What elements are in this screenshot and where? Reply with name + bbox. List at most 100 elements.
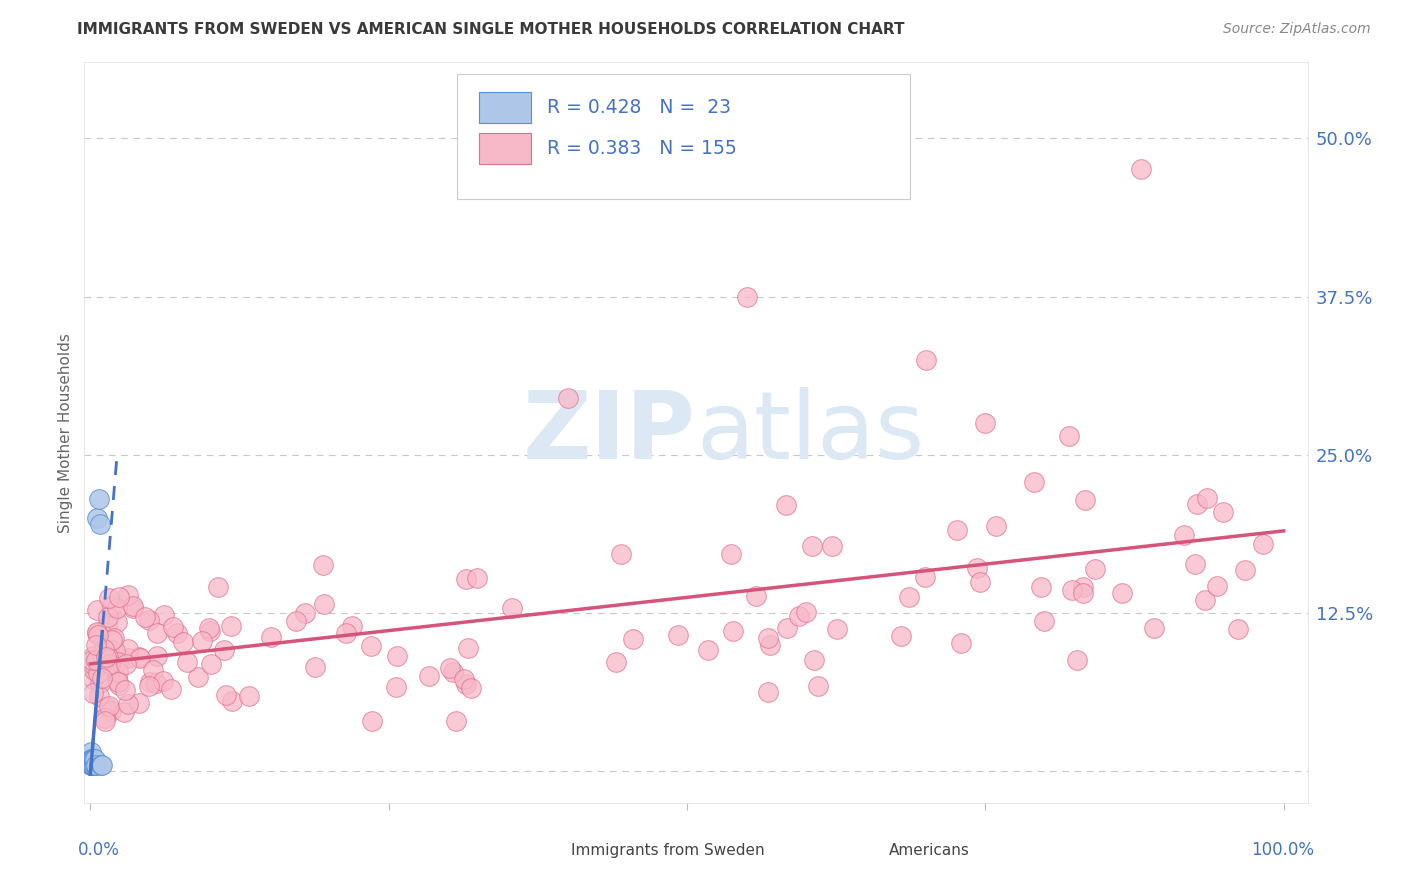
Point — [115, 657, 138, 672]
Point — [114, 683, 136, 698]
Point — [1173, 528, 1195, 542]
FancyBboxPatch shape — [479, 133, 531, 164]
Point — [335, 626, 357, 640]
Point — [187, 670, 209, 684]
Point — [460, 681, 482, 695]
Point — [825, 622, 848, 636]
Text: Source: ZipAtlas.com: Source: ZipAtlas.com — [1223, 22, 1371, 37]
Point — [914, 570, 936, 584]
Point — [557, 391, 579, 405]
Text: 0.0%: 0.0% — [79, 840, 120, 859]
Point — [145, 675, 167, 690]
Point — [1022, 475, 1045, 489]
Point — [105, 672, 128, 686]
Point — [776, 622, 799, 636]
Point — [86, 625, 108, 640]
Point — [1206, 579, 1229, 593]
Text: 100.0%: 100.0% — [1251, 840, 1313, 859]
Point — [93, 654, 115, 668]
Point — [121, 601, 143, 615]
Point — [304, 659, 326, 673]
Point — [221, 694, 243, 708]
Point — [83, 751, 105, 765]
Point — [79, 751, 101, 765]
Point — [86, 511, 108, 525]
Point — [128, 696, 150, 710]
Point — [1185, 497, 1208, 511]
Point — [101, 633, 124, 648]
Point — [172, 634, 194, 648]
Point — [117, 698, 139, 712]
Point — [84, 757, 107, 772]
Point — [97, 609, 120, 624]
Point — [93, 641, 115, 656]
Point — [759, 638, 782, 652]
Point — [441, 665, 464, 680]
Point — [107, 665, 129, 679]
Point — [1071, 581, 1094, 595]
Point — [294, 607, 316, 621]
Point — [90, 757, 112, 772]
Point — [80, 757, 103, 772]
Point — [105, 601, 128, 615]
Point — [83, 663, 105, 677]
Point — [621, 632, 644, 646]
Point — [112, 705, 135, 719]
Point — [105, 615, 128, 629]
Point — [219, 619, 242, 633]
Point — [80, 757, 103, 772]
Point — [456, 677, 478, 691]
Point — [87, 627, 110, 641]
Point — [1197, 491, 1219, 506]
Point — [82, 649, 104, 664]
Point — [284, 614, 307, 628]
Point — [91, 757, 114, 772]
Point — [721, 624, 744, 638]
Point — [80, 751, 103, 765]
Point — [84, 638, 107, 652]
FancyBboxPatch shape — [841, 840, 880, 860]
Y-axis label: Single Mother Households: Single Mother Households — [58, 333, 73, 533]
Point — [1057, 429, 1080, 443]
Point — [83, 757, 105, 772]
Point — [456, 572, 478, 586]
Point — [83, 661, 105, 675]
Point — [605, 655, 627, 669]
Point — [128, 651, 150, 665]
Point — [198, 621, 221, 635]
Point — [238, 690, 260, 704]
Point — [84, 751, 107, 765]
Point — [1212, 505, 1234, 519]
Point — [89, 689, 111, 703]
Text: atlas: atlas — [696, 386, 924, 479]
Point — [117, 642, 139, 657]
Point — [1233, 563, 1256, 577]
Point — [807, 679, 830, 693]
Point — [94, 644, 117, 658]
Point — [974, 416, 997, 430]
Point — [914, 352, 936, 367]
Point — [1129, 161, 1152, 176]
Point — [87, 491, 110, 506]
Point — [101, 599, 124, 613]
Point — [97, 591, 120, 606]
Point — [80, 751, 103, 765]
Point — [787, 609, 810, 624]
Point — [259, 630, 281, 644]
Point — [945, 523, 967, 537]
Point — [215, 688, 238, 702]
Point — [340, 619, 363, 633]
Point — [897, 590, 920, 604]
Point — [166, 625, 188, 640]
Point — [138, 613, 160, 627]
Point — [418, 669, 440, 683]
Point — [949, 636, 972, 650]
Point — [312, 558, 335, 572]
Point — [82, 757, 104, 772]
Point — [735, 289, 758, 303]
Point — [145, 626, 167, 640]
Text: R = 0.428   N =  23: R = 0.428 N = 23 — [547, 98, 731, 117]
Point — [160, 682, 183, 697]
Point — [134, 610, 156, 624]
Point — [80, 653, 103, 667]
